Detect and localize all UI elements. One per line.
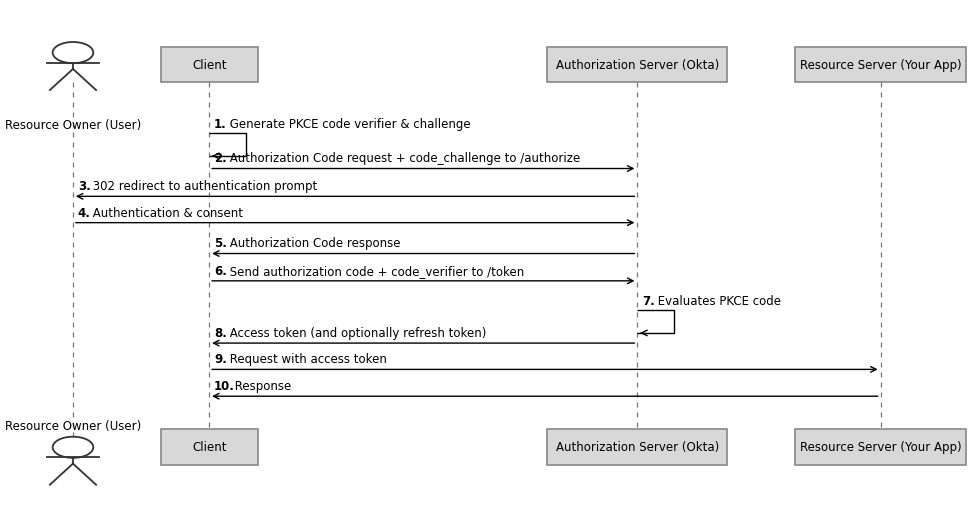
FancyBboxPatch shape xyxy=(547,429,728,465)
Text: 10.: 10. xyxy=(214,379,234,392)
Text: Request with access token: Request with access token xyxy=(226,352,386,366)
Text: 7.: 7. xyxy=(642,294,655,308)
Text: Generate PKCE code verifier & challenge: Generate PKCE code verifier & challenge xyxy=(226,118,470,131)
FancyBboxPatch shape xyxy=(796,48,966,83)
Text: Authorization Code response: Authorization Code response xyxy=(226,237,400,250)
Text: Client: Client xyxy=(192,59,227,72)
Text: Send authorization code + code_verifier to /token: Send authorization code + code_verifier … xyxy=(226,264,523,277)
Text: Resource Server (Your App): Resource Server (Your App) xyxy=(800,440,961,453)
FancyBboxPatch shape xyxy=(547,48,728,83)
Text: Response: Response xyxy=(232,379,292,392)
Text: Resource Server (Your App): Resource Server (Your App) xyxy=(800,59,961,72)
FancyBboxPatch shape xyxy=(161,429,258,465)
Text: Evaluates PKCE code: Evaluates PKCE code xyxy=(654,294,780,308)
Text: 9.: 9. xyxy=(214,352,227,366)
Text: 1.: 1. xyxy=(214,118,227,131)
Text: Authentication & consent: Authentication & consent xyxy=(90,206,243,219)
FancyBboxPatch shape xyxy=(161,48,258,83)
Text: 3.: 3. xyxy=(78,180,90,193)
Text: 4.: 4. xyxy=(78,206,90,219)
Text: Authorization Server (Okta): Authorization Server (Okta) xyxy=(556,440,719,453)
FancyBboxPatch shape xyxy=(796,429,966,465)
Text: 6.: 6. xyxy=(214,264,227,277)
Text: 302 redirect to authentication prompt: 302 redirect to authentication prompt xyxy=(90,180,317,193)
Text: 2.: 2. xyxy=(214,152,227,165)
Text: 5.: 5. xyxy=(214,237,227,250)
Text: Authorization Code request + code_challenge to /authorize: Authorization Code request + code_challe… xyxy=(226,152,580,165)
Text: 8.: 8. xyxy=(214,326,227,339)
Text: Access token (and optionally refresh token): Access token (and optionally refresh tok… xyxy=(226,326,486,339)
Text: Client: Client xyxy=(192,440,227,453)
Text: Resource Owner (User): Resource Owner (User) xyxy=(5,119,141,132)
Text: Authorization Server (Okta): Authorization Server (Okta) xyxy=(556,59,719,72)
Text: Resource Owner (User): Resource Owner (User) xyxy=(5,419,141,432)
